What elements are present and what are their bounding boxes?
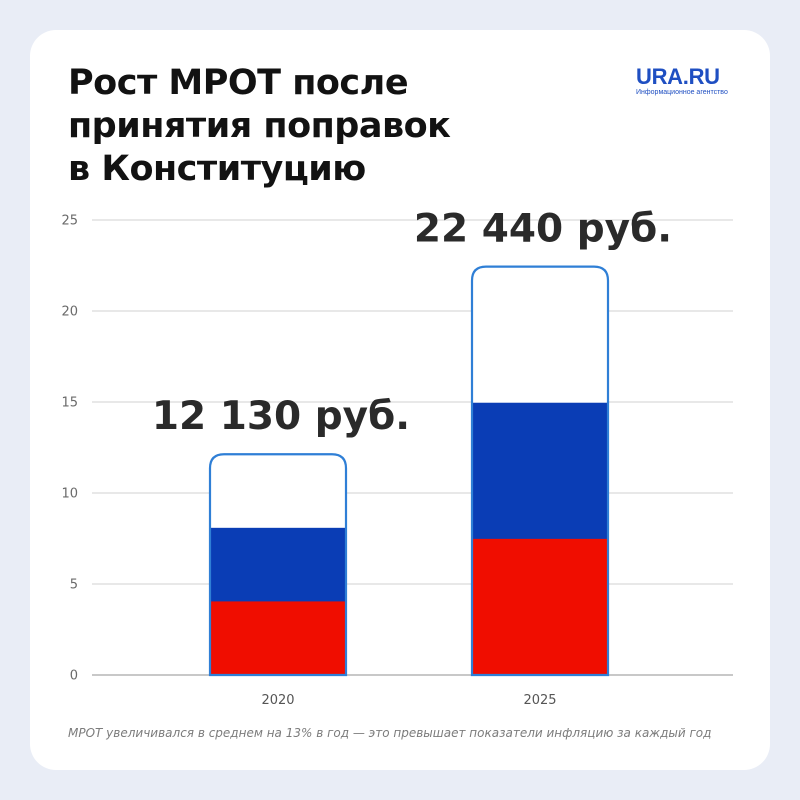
bar-2025-outline: [470, 265, 610, 677]
y-tick-label-0: 0: [70, 669, 78, 684]
y-axis-ticks: 0 5 10 15 20 25: [61, 214, 78, 684]
page-title: Рост МРОТ после принятия поправок в Конс…: [68, 62, 588, 191]
bar-2025-stripe-red: [472, 538, 608, 675]
x-axis-ticks: 2020 2025: [261, 693, 556, 708]
bar-2025: [470, 265, 610, 677]
y-tick-label-15: 15: [61, 396, 78, 411]
bar-2025-stripe-blue: [472, 402, 608, 540]
x-tick-label-2020: 2020: [261, 693, 294, 708]
infographic-card: [30, 30, 770, 770]
bar-2025-stripe-white: [472, 266, 608, 404]
y-tick-label-25: 25: [61, 214, 78, 229]
logo-wordmark: URA.RU: [636, 64, 720, 89]
data-label-2020: 12 130 руб.: [152, 394, 410, 439]
x-tick-label-2025: 2025: [523, 693, 556, 708]
ura-ru-logo[interactable]: URA.RU Информационное агентство: [636, 66, 736, 97]
bar-2020-stripe-red: [210, 601, 346, 675]
y-tick-label-20: 20: [61, 305, 78, 320]
title-line-3: в Конституцию: [68, 149, 366, 189]
bar-2020: [208, 453, 348, 677]
logo-tagline: Информационное агентство: [636, 89, 728, 96]
footnote: МРОТ увеличивался в среднем на 13% в год…: [68, 726, 712, 740]
bar-2020-stripe-blue: [210, 527, 346, 602]
y-tick-label-10: 10: [61, 487, 78, 502]
data-labels: 12 130 руб. 22 440 руб.: [152, 207, 672, 440]
bar-2020-stripe-white: [210, 454, 346, 529]
y-tick-label-5: 5: [70, 578, 78, 593]
bars: [208, 265, 610, 677]
data-label-2025: 22 440 руб.: [414, 207, 672, 252]
bar-2020-outline: [208, 453, 348, 677]
grid-lines: [92, 219, 733, 676]
title-line-1: Рост МРОТ после: [68, 63, 409, 103]
title-line-2: принятия поправок: [68, 106, 451, 146]
